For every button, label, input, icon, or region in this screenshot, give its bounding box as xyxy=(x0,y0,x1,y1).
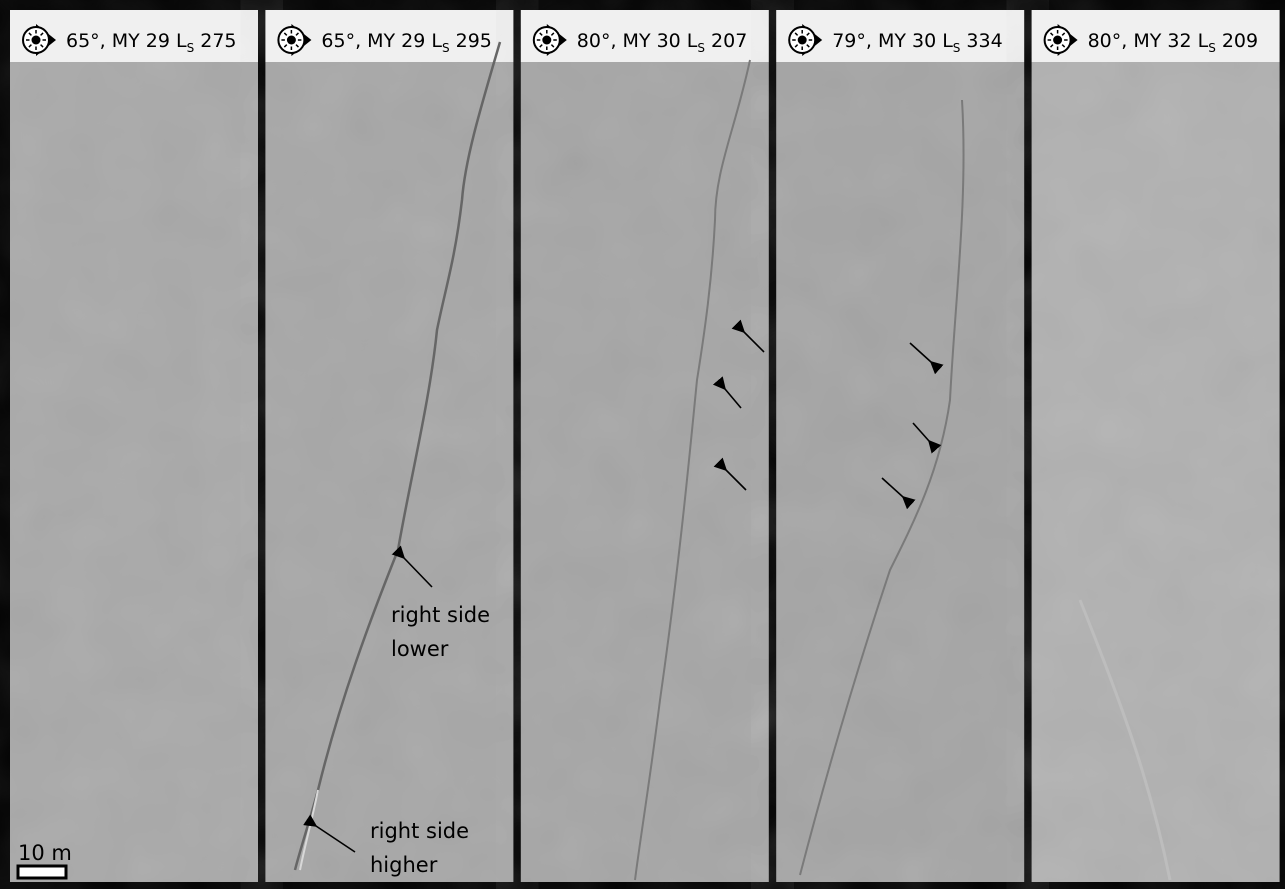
annotation: lower xyxy=(391,637,449,661)
panel-texture xyxy=(521,62,769,882)
panel-label: 65°, MY 29 LS 295 xyxy=(321,30,492,55)
panel: 80°, MY 32 LS 209 xyxy=(1032,10,1280,882)
panel: 65°, MY 29 LS 295 xyxy=(265,10,513,882)
sun-core xyxy=(1053,36,1062,45)
annotation: higher xyxy=(370,853,438,877)
annotation: right side xyxy=(391,603,490,627)
sun-core xyxy=(32,36,41,45)
label-subscript: S xyxy=(187,41,195,55)
scale-bar xyxy=(18,866,66,878)
panel: 65°, MY 29 LS 275 xyxy=(10,10,258,882)
panel-label: 65°, MY 29 LS 275 xyxy=(66,30,237,55)
label-ls: 207 xyxy=(711,30,747,52)
panel-texture xyxy=(10,62,258,882)
label-subscript: S xyxy=(442,41,450,55)
label-subscript: S xyxy=(953,41,961,55)
label-text: 80°, MY 32 L xyxy=(1088,30,1209,52)
label-ls: 334 xyxy=(966,30,1002,52)
label-ls: 275 xyxy=(200,30,236,52)
panel-label: 80°, MY 32 LS 209 xyxy=(1088,30,1259,55)
panel: 80°, MY 30 LS 207 xyxy=(521,10,769,882)
label-text: 80°, MY 30 L xyxy=(577,30,698,52)
label-subscript: S xyxy=(697,41,705,55)
sun-core xyxy=(542,36,551,45)
panel-texture xyxy=(776,62,1024,882)
panel-label: 80°, MY 30 LS 207 xyxy=(577,30,748,55)
label-ls: 295 xyxy=(456,30,492,52)
label-text: 65°, MY 29 L xyxy=(321,30,442,52)
label-text: 65°, MY 29 L xyxy=(66,30,187,52)
scale-label: 10 m xyxy=(18,841,72,865)
panel-label: 79°, MY 30 LS 334 xyxy=(832,30,1003,55)
label-text: 79°, MY 30 L xyxy=(832,30,953,52)
panel-texture xyxy=(1032,62,1280,882)
sun-core xyxy=(798,36,807,45)
annotation: right side xyxy=(370,819,469,843)
panel: 79°, MY 30 LS 334 xyxy=(776,10,1024,882)
sun-core xyxy=(287,36,296,45)
label-ls: 209 xyxy=(1222,30,1258,52)
label-subscript: S xyxy=(1208,41,1216,55)
figure: 65°, MY 29 LS27565°, MY 29 LS29580°, MY … xyxy=(0,0,1285,889)
panel-texture xyxy=(265,62,513,882)
